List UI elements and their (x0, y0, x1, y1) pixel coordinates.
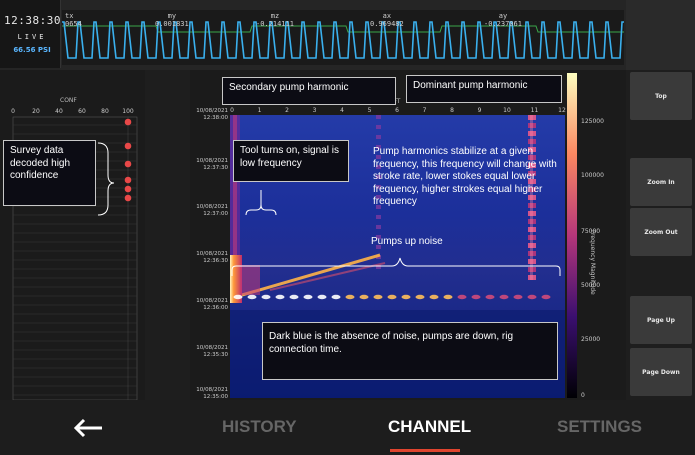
dark-blue-annotation: Dark blue is the absence of noise, pumps… (262, 322, 558, 380)
fft-axis: 0 1 2 3 4 5 6 7 8 9 10 11 12 (230, 107, 566, 114)
time-tick: 10/08/2021 12:38:00 (196, 108, 228, 121)
conf-tick: 100 (122, 108, 134, 115)
fft-tick: 9 (478, 107, 482, 114)
fft-tick: 6 (395, 107, 399, 114)
live-trace-svg (62, 10, 624, 65)
conf-point (124, 194, 132, 202)
time-tick: 10/08/2021 12:37:30 (196, 158, 228, 171)
bottom-nav (0, 400, 695, 455)
top-button[interactable]: Top (630, 72, 692, 120)
conf-tick: 60 (78, 108, 86, 115)
conf-tick: 40 (55, 108, 63, 115)
tool-on-annotation: Tool turns on, signal is low frequency (233, 140, 349, 182)
survey-annotation: Survey data decoded high confidence (3, 140, 96, 206)
page-down-button[interactable]: Page Down (630, 348, 692, 396)
time-tick: 10/08/2021 12:36:30 (196, 251, 228, 264)
nav-settings[interactable]: SETTINGS (557, 417, 643, 436)
colorbar-tick: 100000 (581, 172, 604, 179)
fft-tick: 1 (258, 107, 262, 114)
arrow-left-icon (73, 418, 102, 438)
fft-tick: 7 (423, 107, 427, 114)
time-tick: 10/08/2021 12:37:00 (196, 204, 228, 217)
clock-panel (0, 0, 61, 68)
nav-history[interactable]: HISTORY (222, 417, 297, 436)
colorbar-tick: 50000 (581, 282, 601, 289)
back-button[interactable] (68, 414, 108, 442)
channel-ay-label: ay -0.237061 (484, 12, 522, 28)
channel-my-label: my 0.001831 (155, 12, 189, 28)
time-tick: 10/08/2021 12:35:00 (196, 387, 228, 400)
top-right-panel (626, 0, 695, 70)
dominant-harmonic-annotation: Dominant pump harmonic (406, 75, 562, 103)
colorbar-tick: 125000 (581, 118, 604, 125)
fft-tick: 3 (313, 107, 317, 114)
colorbar-tick: 0 (581, 392, 585, 399)
clock-time: 12:38:30 (4, 14, 61, 27)
zoom-in-button[interactable]: Zoom In (630, 158, 692, 206)
channel-mz-label: mz -0.214111 (256, 12, 294, 28)
fft-tick: 11 (531, 107, 539, 114)
fft-tick: 10 (503, 107, 511, 114)
secondary-harmonic-annotation: Secondary pump harmonic (222, 77, 396, 105)
conf-title: CONF (60, 97, 77, 104)
time-axis: 10/08/2021 12:38:00 10/08/2021 12:37:30 10/0… (190, 108, 230, 403)
nav-channel[interactable]: CHANNEL (388, 417, 472, 436)
live-trace-strip (62, 10, 624, 65)
page-up-button[interactable]: Page Up (630, 296, 692, 344)
conf-tick: 0 (11, 108, 15, 115)
channel-tx-label: tx 0654 (65, 12, 82, 28)
channel-ax-label: ax 0.969482 (370, 12, 404, 28)
stabilize-annotation: Pump harmonics stabilize at a given freq… (373, 146, 557, 207)
pumps-up-annotation: Pumps up noise (371, 236, 443, 247)
conf-point (124, 118, 132, 126)
fft-tick: 12 (558, 107, 566, 114)
fft-tick: 0 (230, 107, 234, 114)
survey-brace (97, 142, 115, 216)
fft-tick: 2 (285, 107, 289, 114)
colorbar-tick: 25000 (581, 336, 601, 343)
colorbar-tick: 75000 (581, 228, 601, 235)
time-tick: 10/08/2021 12:35:30 (196, 345, 228, 358)
pressure-rate: 66.56 PSI (13, 46, 51, 54)
nav-active-underline (390, 449, 460, 452)
live-indicator: LIVE (17, 33, 47, 41)
conf-tick: 80 (101, 108, 109, 115)
fft-tick: 8 (450, 107, 454, 114)
conf-point (124, 142, 132, 150)
conf-point (124, 185, 132, 193)
colorbar (567, 73, 577, 398)
fft-tick: 4 (340, 107, 344, 114)
conf-point (124, 160, 132, 168)
conf-tick: 20 (32, 108, 40, 115)
conf-point (124, 176, 132, 184)
time-tick: 10/08/2021 12:36:00 (196, 298, 228, 311)
colorbar-ticks: 125000 100000 75000 50000 25000 0 (579, 110, 607, 400)
fft-tick: 5 (368, 107, 372, 114)
zoom-out-button[interactable]: Zoom Out (630, 208, 692, 256)
